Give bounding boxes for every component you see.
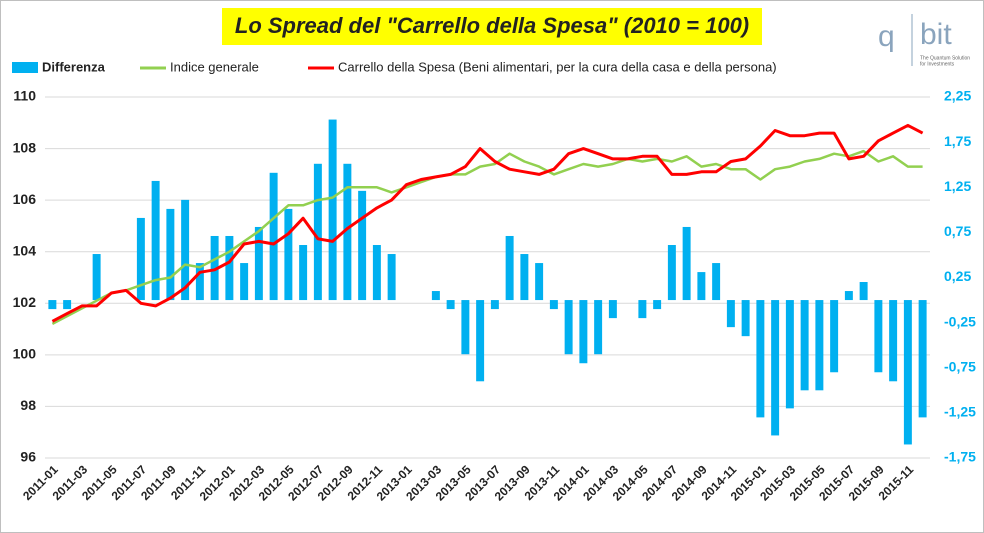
bar [240, 263, 249, 301]
bar [520, 254, 529, 301]
bar [712, 263, 721, 301]
bar [830, 300, 839, 373]
bar [299, 245, 308, 301]
bar [697, 272, 706, 301]
bar [181, 199, 190, 301]
bar [358, 190, 367, 301]
bar [166, 208, 175, 301]
y-tick-label: 100 [13, 346, 37, 362]
bar [859, 282, 868, 301]
bar [476, 300, 485, 382]
y2-tick-label: -1,25 [944, 404, 976, 420]
bar [63, 300, 72, 310]
logo-q: q [878, 20, 895, 53]
bar [48, 300, 57, 310]
bar [756, 300, 765, 418]
bar [490, 300, 499, 310]
legend-label: Indice generale [170, 59, 259, 74]
logo-tagline: The Quantum Solution [920, 55, 970, 61]
bar [461, 300, 470, 355]
bar [918, 300, 927, 418]
legend-label: Carrello della Spesa (Beni alimentari, p… [338, 59, 777, 74]
bar [151, 180, 160, 301]
bar [284, 208, 293, 301]
legend-label: Differenza [42, 59, 106, 74]
bar [564, 300, 573, 355]
bar [328, 119, 337, 301]
bar [653, 300, 662, 310]
bar [387, 254, 396, 301]
bar [136, 217, 145, 301]
bar [667, 245, 676, 301]
logo-tagline: for Investments [920, 61, 955, 67]
bar [638, 300, 647, 319]
bar [594, 300, 603, 355]
logo-bit: bit [920, 18, 952, 51]
y2-tick-label: 0,75 [944, 223, 971, 239]
title-box [222, 8, 762, 45]
bar [195, 263, 204, 301]
bar [505, 235, 514, 301]
bar [343, 163, 352, 301]
bar [889, 300, 898, 382]
bar [682, 226, 691, 301]
bar [254, 226, 263, 301]
y-tick-label: 96 [20, 449, 36, 465]
y-tick-label: 102 [13, 294, 37, 310]
legend-swatch [12, 62, 38, 73]
line [51, 123, 924, 323]
bar [771, 300, 780, 436]
bar [313, 163, 322, 301]
y2-tick-label: 1,75 [944, 133, 971, 149]
bar [844, 291, 853, 301]
y2-tick-label: -0,75 [944, 358, 976, 374]
bar [535, 263, 544, 301]
line [51, 149, 923, 326]
y-tick-label: 104 [13, 242, 37, 258]
bar [225, 235, 234, 301]
y2-tick-label: 1,25 [944, 178, 971, 194]
bar [446, 300, 455, 310]
y2-tick-label: 2,25 [944, 88, 971, 104]
bar [431, 291, 440, 301]
bar [210, 235, 219, 301]
bar [579, 300, 588, 364]
bar [815, 300, 824, 391]
bar [785, 300, 794, 409]
y2-tick-label: -0,25 [944, 313, 976, 329]
bar [549, 300, 558, 310]
y-tick-label: 108 [13, 139, 37, 155]
bar [269, 172, 278, 301]
y2-tick-label: 0,25 [944, 268, 971, 284]
y2-tick-label: -1,75 [944, 449, 976, 465]
bar [800, 300, 809, 391]
bar [372, 245, 381, 301]
chart-title: Lo Spread del "Carrello della Spesa" (20… [235, 13, 749, 38]
bar [903, 300, 912, 445]
bar [608, 300, 617, 319]
y-tick-label: 110 [13, 88, 36, 104]
bar [726, 300, 735, 328]
bar [92, 254, 101, 301]
y-tick-label: 106 [13, 191, 37, 207]
y-tick-label: 98 [20, 397, 36, 413]
bar [741, 300, 750, 337]
bar [874, 300, 883, 373]
